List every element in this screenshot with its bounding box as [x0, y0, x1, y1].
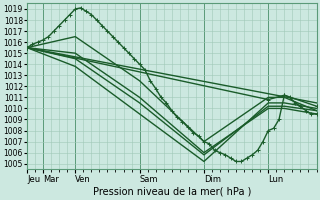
X-axis label: Pression niveau de la mer( hPa ): Pression niveau de la mer( hPa ) — [92, 187, 251, 197]
